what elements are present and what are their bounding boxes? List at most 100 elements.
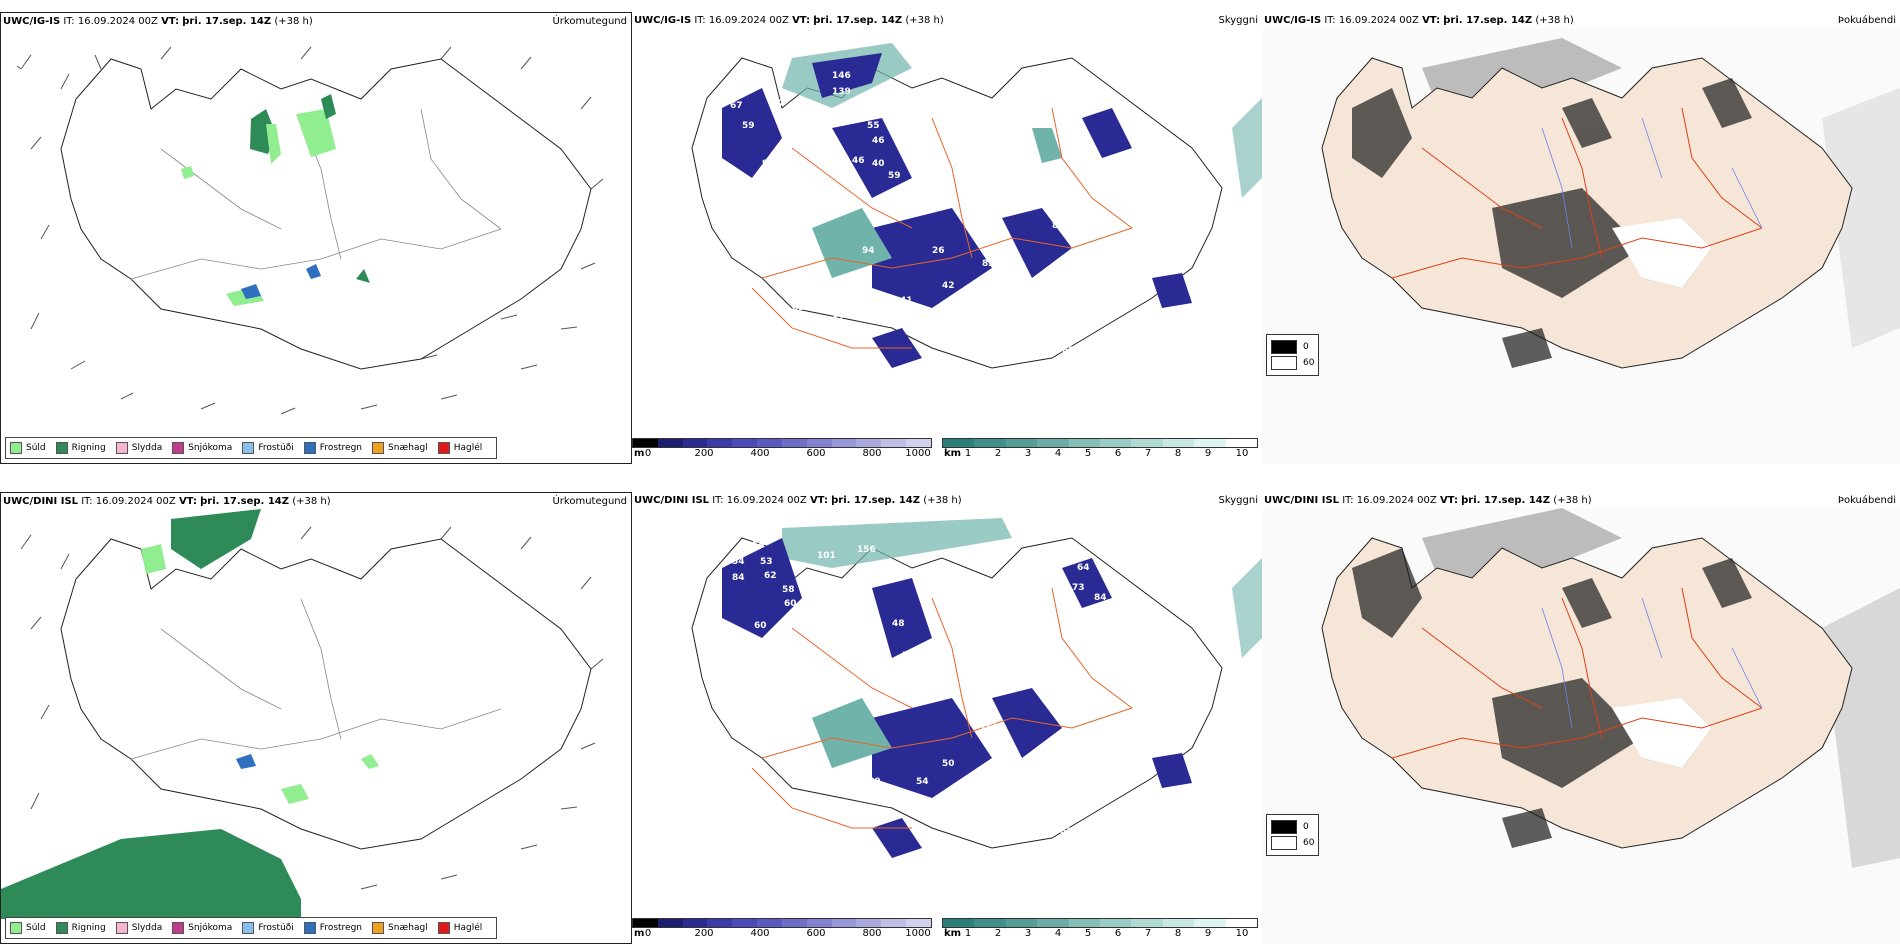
iceland-outline [60,538,592,850]
tick: 5 [1084,928,1092,939]
cloud-base-number: 46 [852,156,865,166]
colorbar-unit: km [944,928,962,939]
cloud-base-number: 44 [844,777,857,787]
cloud-base-number: 94 [862,246,875,256]
tick: 600 [806,448,826,459]
colorbar-m-labels: m 0 200 400 600 800 1000 [632,448,932,460]
cloud-base-number: 64 [827,139,840,149]
cloud-base-number: 46 [872,136,885,146]
panel-title: UWC/DINI ISL IT: 16.09.2024 00Z VT: þri.… [3,496,331,507]
cloud-base-number: 70 [932,391,945,401]
tick: 1000 [905,448,931,459]
cloud-base-number: 40 [872,159,885,169]
tick: 1 [964,928,972,939]
swatch [242,922,255,934]
legend-item: Haglél [437,442,482,454]
tick: 2 [994,928,1002,939]
iceland-map-cloud: 49 67 67 59 133 146 139 16 55 94 64 54 4… [691,43,1262,416]
cloud-base-number: 41 [900,296,913,306]
cloud-base-number: 42 [1007,286,1020,296]
cloud-base-number: 39 [990,759,1003,769]
cloud-base-number: 40 [930,863,943,873]
iceland-map-fog [1262,508,1900,944]
cloud-base-number: 47 [917,406,930,416]
cloud-shading [722,518,1262,858]
cloud-base-number: 73 [1072,583,1085,593]
panel-type-label: Skyggni [1218,15,1258,26]
cloud-base-number: 84 [914,193,927,203]
tick: 1 [964,448,972,459]
tick: 0 [644,928,652,939]
swatch [10,442,22,454]
tick: 400 [750,448,770,459]
legend-item: Slydda [115,922,162,934]
tick: 2 [994,448,1002,459]
cloud-base-number: 101 [817,551,836,561]
cloud-base-number: 27 [1042,181,1055,191]
cloud-base-number: 62 [764,571,777,581]
legend-item: Rigning [55,922,106,934]
swatch [1271,820,1297,834]
tick: 6 [1114,928,1122,939]
tick: 0 [644,448,652,459]
tick: 800 [862,448,882,459]
cloud-base-number: 50 [994,319,1007,329]
cloud-base-number: 55 [908,371,921,381]
swatch [437,442,450,454]
cloud-base-number: 83 [982,259,995,269]
colorbar-visibility: km 1 2 3 4 5 6 7 8 9 10 [942,438,1258,460]
cloud-base-number: 47 [878,201,891,211]
swatch [172,922,185,934]
cloud-base-panel-row2: UWC/DINI ISL IT: 16.09.2024 00Z VT: þri.… [632,492,1262,944]
cloud-base-number: 66 [1060,827,1073,837]
swatch [55,442,68,454]
cloud-base-number: 73 [1072,131,1085,141]
cloud-base-number: 50 [902,651,915,661]
precip-legend: Súld Rigning Slydda Snjókoma Frostúði Fr… [5,917,498,939]
tick: 7 [1144,448,1152,459]
colorbar-unit: km [944,448,962,459]
iceland-map-fog [1262,28,1900,464]
swatch [1271,340,1297,354]
colorbar-km-bar [942,438,1258,448]
cloud-base-number: 84 [1094,593,1107,603]
cloud-base-number: 62 [994,801,1007,811]
tick: 8 [1174,448,1182,459]
fog-legend: 0 60 [1266,814,1320,856]
precip-type-panel-row2: UWC/DINI ISL IT: 16.09.2024 00Z VT: þri.… [0,492,632,944]
tick: 9 [1204,448,1212,459]
legend-item: Slydda [115,442,162,454]
cloud-base-number: 36 [872,301,885,311]
tick: 1000 [905,928,931,939]
iceland-map-precip [16,46,604,415]
cloud-base-number: 37 [832,313,845,323]
fog-legend: 0 60 [1266,334,1320,376]
tick: 8 [1174,928,1182,939]
panel-title: UWC/IG-IS IT: 16.09.2024 00Z VT: þri. 17… [3,16,313,27]
cloud-base-number: 42 [942,281,955,291]
panel-title: UWC/IG-IS IT: 16.09.2024 00Z VT: þri. 17… [1264,15,1574,26]
cloud-shading [722,43,1262,368]
cloud-base-number: 61 [1057,811,1070,821]
cloud-base-number: 67 [730,101,743,111]
swatch [55,922,68,934]
legend-item: Snjókoma [172,922,232,934]
tick: 9 [1204,928,1212,939]
precip-type-panel-row1: UWC/IG-IS IT: 16.09.2024 00Z VT: þri. 17… [0,12,632,464]
tick: 800 [862,928,882,939]
cloud-base-number: 60 [754,621,767,631]
cloud-base-number: 50 [942,759,955,769]
precip-areas [181,94,370,306]
precip-legend: Súld Rigning Slydda Snjókoma Frostúði Fr… [5,437,498,459]
rivers [1541,597,1763,729]
colorbar-unit: m [634,448,645,459]
panel-type-label: Úrkomutegund [552,16,627,27]
roads [1391,587,1763,759]
legend-item: Snæhagl [372,442,428,454]
cloud-base-number: 53 [760,557,773,567]
legend-item: Haglél [437,922,482,934]
colorbar-km-labels: km 1 2 3 4 5 6 7 8 9 10 [942,928,1258,940]
cloud-base-number: 98 [940,797,953,807]
swatch [1271,836,1297,850]
legend-item: Súld [10,922,46,934]
